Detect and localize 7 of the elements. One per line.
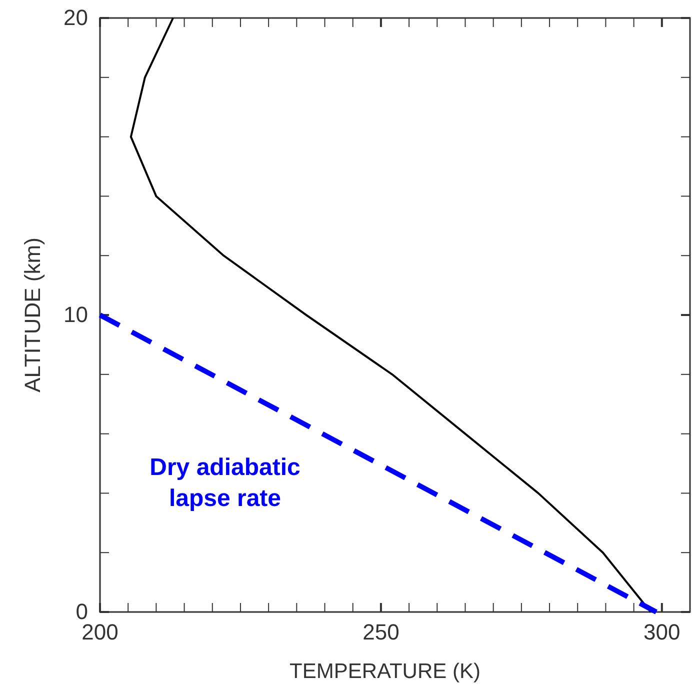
x-axis-title: TEMPERATURE (K) bbox=[290, 660, 480, 683]
x-tick-label: 300 bbox=[644, 620, 680, 645]
annotation: Dry adiabatic lapse rate bbox=[150, 454, 300, 512]
x-tick-label: 250 bbox=[362, 620, 400, 645]
y-tick-label: 20 bbox=[64, 5, 88, 30]
y-tick-label: 10 bbox=[64, 302, 88, 328]
y-axis-title: ALTITUDE (km) bbox=[20, 238, 45, 392]
